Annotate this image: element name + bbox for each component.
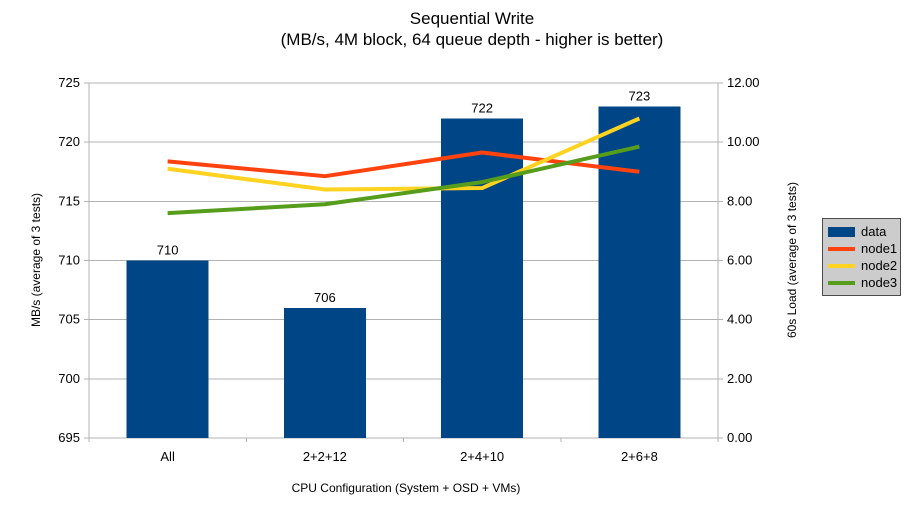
x-category-label: 2+6+8: [621, 449, 658, 464]
legend-item-data: data: [828, 224, 895, 240]
right-axis-tick-label: 6.00: [727, 253, 752, 268]
bar-2+6+8: [598, 106, 681, 439]
bar-2+4+10: [441, 118, 524, 438]
x-axis-title: CPU Configuration (System + OSD + VMs): [291, 481, 521, 495]
x-category-label: All: [160, 449, 175, 464]
right-axis-tick-label: 12.00: [727, 75, 760, 90]
left-axis-tick-label: 700: [58, 371, 80, 386]
bar-value-label: 710: [157, 243, 179, 258]
legend-swatch-line-icon: [828, 246, 855, 251]
legend-label: node1: [861, 240, 898, 256]
bar-All: [126, 260, 209, 438]
legend-item-node1: node1: [828, 240, 898, 257]
legend-item-node3: node3: [828, 274, 898, 291]
legend-label: node2: [861, 257, 898, 273]
legend-swatch-line-icon: [828, 280, 855, 285]
legend-swatch-line-icon: [828, 263, 855, 268]
chart-subtitle: (MB/s, 4M block, 64 queue depth - higher…: [280, 30, 664, 49]
right-axis-tick-label: 8.00: [727, 193, 752, 208]
legend: data node1 node2 node3: [822, 218, 901, 296]
legend-label: node3: [861, 274, 898, 290]
chart-title: Sequential Write: [409, 9, 535, 28]
left-axis-tick-label: 725: [58, 75, 80, 90]
line-series-node1: [167, 150, 640, 179]
bar-value-label: 722: [471, 101, 493, 116]
left-axis-tick-label: 710: [58, 253, 80, 268]
bar-value-label: 706: [314, 290, 336, 305]
legend-swatch-bar-icon: [828, 226, 855, 237]
legend-label: data: [861, 223, 887, 239]
x-category-label: 2+4+10: [460, 449, 504, 464]
right-axis-title: 60s Load (average of 3 tests): [785, 181, 799, 339]
right-axis-tick-label: 10.00: [727, 134, 760, 149]
left-axis-tick-label: 720: [58, 134, 80, 149]
bar-value-label: 723: [629, 89, 651, 104]
line-series-node3: [167, 144, 640, 216]
left-axis-tick-label: 705: [58, 312, 80, 327]
left-axis-tick-label: 715: [58, 193, 80, 208]
right-axis-tick-label: 4.00: [727, 312, 752, 327]
right-axis-tick-label: 0.00: [727, 430, 752, 445]
legend-item-node2: node2: [828, 257, 898, 274]
right-axis-tick-label: 2.00: [727, 371, 752, 386]
left-axis-title: MB/s (average of 3 tests): [29, 192, 43, 328]
left-axis-tick-label: 695: [58, 430, 80, 445]
line-series-node2: [167, 116, 641, 192]
bar-2+2+12: [283, 307, 366, 438]
x-category-label: 2+2+12: [303, 449, 347, 464]
